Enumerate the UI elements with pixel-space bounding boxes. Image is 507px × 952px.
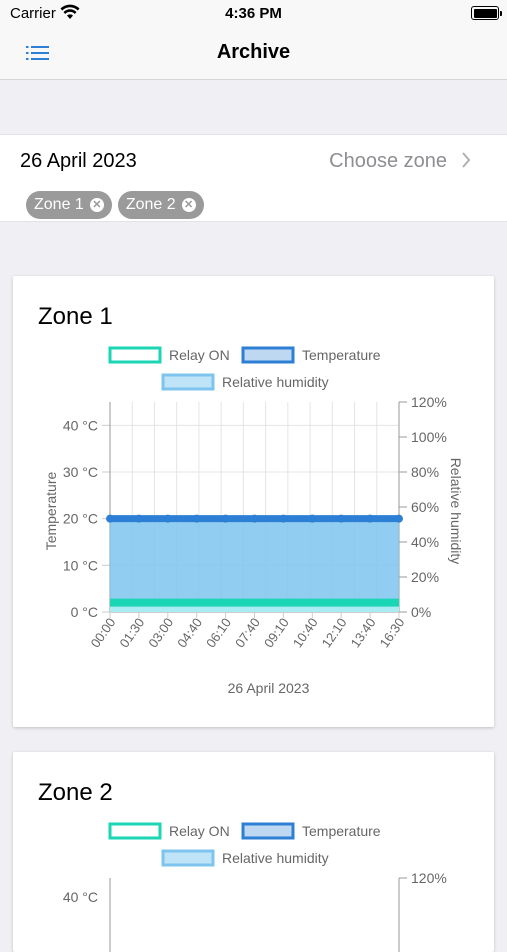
chevron-right-icon[interactable] [461,151,471,169]
temperature-point [366,514,375,523]
x-tick-label: 00:00 [88,615,119,650]
status-bar: Carrier 4:36 PM [0,0,507,28]
navigation-bar: Archive [0,28,507,80]
y-axis-label: Temperature [43,471,59,550]
legend-label: Relay ON [169,823,230,839]
card-title: Zone 2 [38,779,113,806]
y-tick-label: 40 °C [63,889,98,905]
y2-tick-label: 20% [411,569,439,585]
card-title: Zone 1 [38,303,113,330]
legend-label: Relay ON [169,347,230,363]
relay-area [110,606,399,612]
page-title: Archive [216,41,291,63]
temperature-point [337,514,346,523]
x-tick-label: 12:10 [319,615,350,650]
legend-swatch [161,373,215,391]
x-tick-label: 07:40 [232,615,263,650]
x-tick-label: 03:00 [145,615,176,650]
temperature-point [106,514,114,523]
remove-chip-icon[interactable]: ✕ [181,198,196,212]
zone-chart-card: Zone 2 Relay ON Temperature Relative humid… [13,752,494,952]
y2-tick-label: 0% [411,604,431,620]
legend-swatch [241,822,295,840]
zone-chips: Zone 1 ✕ Zone 2 ✕ [26,191,204,219]
y2-tick-label: 120% [411,870,447,886]
y2-tick-label: 100% [411,429,447,445]
legend-label: Temperature [302,347,381,363]
y-tick-label: 20 °C [63,511,98,527]
legend-label: Relative humidity [222,374,329,390]
zone-chip-1[interactable]: Zone 1 ✕ [26,191,112,219]
y-tick-label: 0 °C [71,604,98,620]
temperature-point [192,514,201,523]
temperature-point [134,514,143,523]
temperature-point [279,514,288,523]
temperature-point [163,514,172,523]
wifi-icon [60,4,80,19]
y-tick-label: 40 °C [63,417,98,433]
legend-swatch [161,849,215,867]
temperature-point [395,514,403,523]
zone-2-chart: Relay ON Temperature Relative humidity 120%… [63,822,447,952]
x-tick-label: 10:40 [290,615,321,650]
humidity-area [110,521,399,612]
y2-tick-label: 80% [411,464,439,480]
legend-swatch [241,346,295,364]
selected-date[interactable]: 26 April 2023 [20,150,137,172]
list-icon[interactable] [25,43,51,63]
x-tick-label: 04:40 [174,615,205,650]
x-tick-label: 06:10 [203,615,234,650]
y2-axis-label: Relative humidity [448,458,464,565]
x-axis-label: 26 April 2023 [228,680,310,696]
zone-1-chart: Relay ON Temperature Relative humidity 0 °C… [43,346,464,696]
legend-label: Relative humidity [222,850,329,866]
zone-chart-card: Zone 1 Relay ON Temperature Relative humid… [13,276,494,727]
y2-tick-label: 60% [411,499,439,515]
y-tick-label: 10 °C [63,557,98,573]
y2-tick-label: 120% [411,394,447,410]
zone-chip-2[interactable]: Zone 2 ✕ [117,191,204,219]
legend-swatch [108,822,162,840]
x-tick-label: 01:30 [116,615,147,650]
temperature-point [250,514,259,523]
battery-icon [471,6,502,20]
carrier-label: Carrier [10,5,56,22]
remove-chip-icon[interactable]: ✕ [89,198,104,212]
temperature-point [221,514,230,523]
y2-tick-label: 40% [411,534,439,550]
x-tick-label: 16:30 [377,615,408,650]
zone-chip-label: Zone 1 [34,196,84,213]
x-tick-label: 09:10 [261,615,292,650]
clock: 4:36 PM [225,5,282,22]
legend-label: Temperature [302,823,381,839]
zone-chip-label: Zone 2 [125,196,176,213]
x-tick-label: 13:40 [348,615,379,650]
choose-zone-button[interactable]: Choose zone [329,150,447,172]
filter-header: 26 April 2023 Choose zone Zone 1 ✕ Zone … [0,134,507,222]
temperature-point [308,514,317,523]
y-tick-label: 30 °C [63,464,98,480]
legend-swatch [108,346,162,364]
